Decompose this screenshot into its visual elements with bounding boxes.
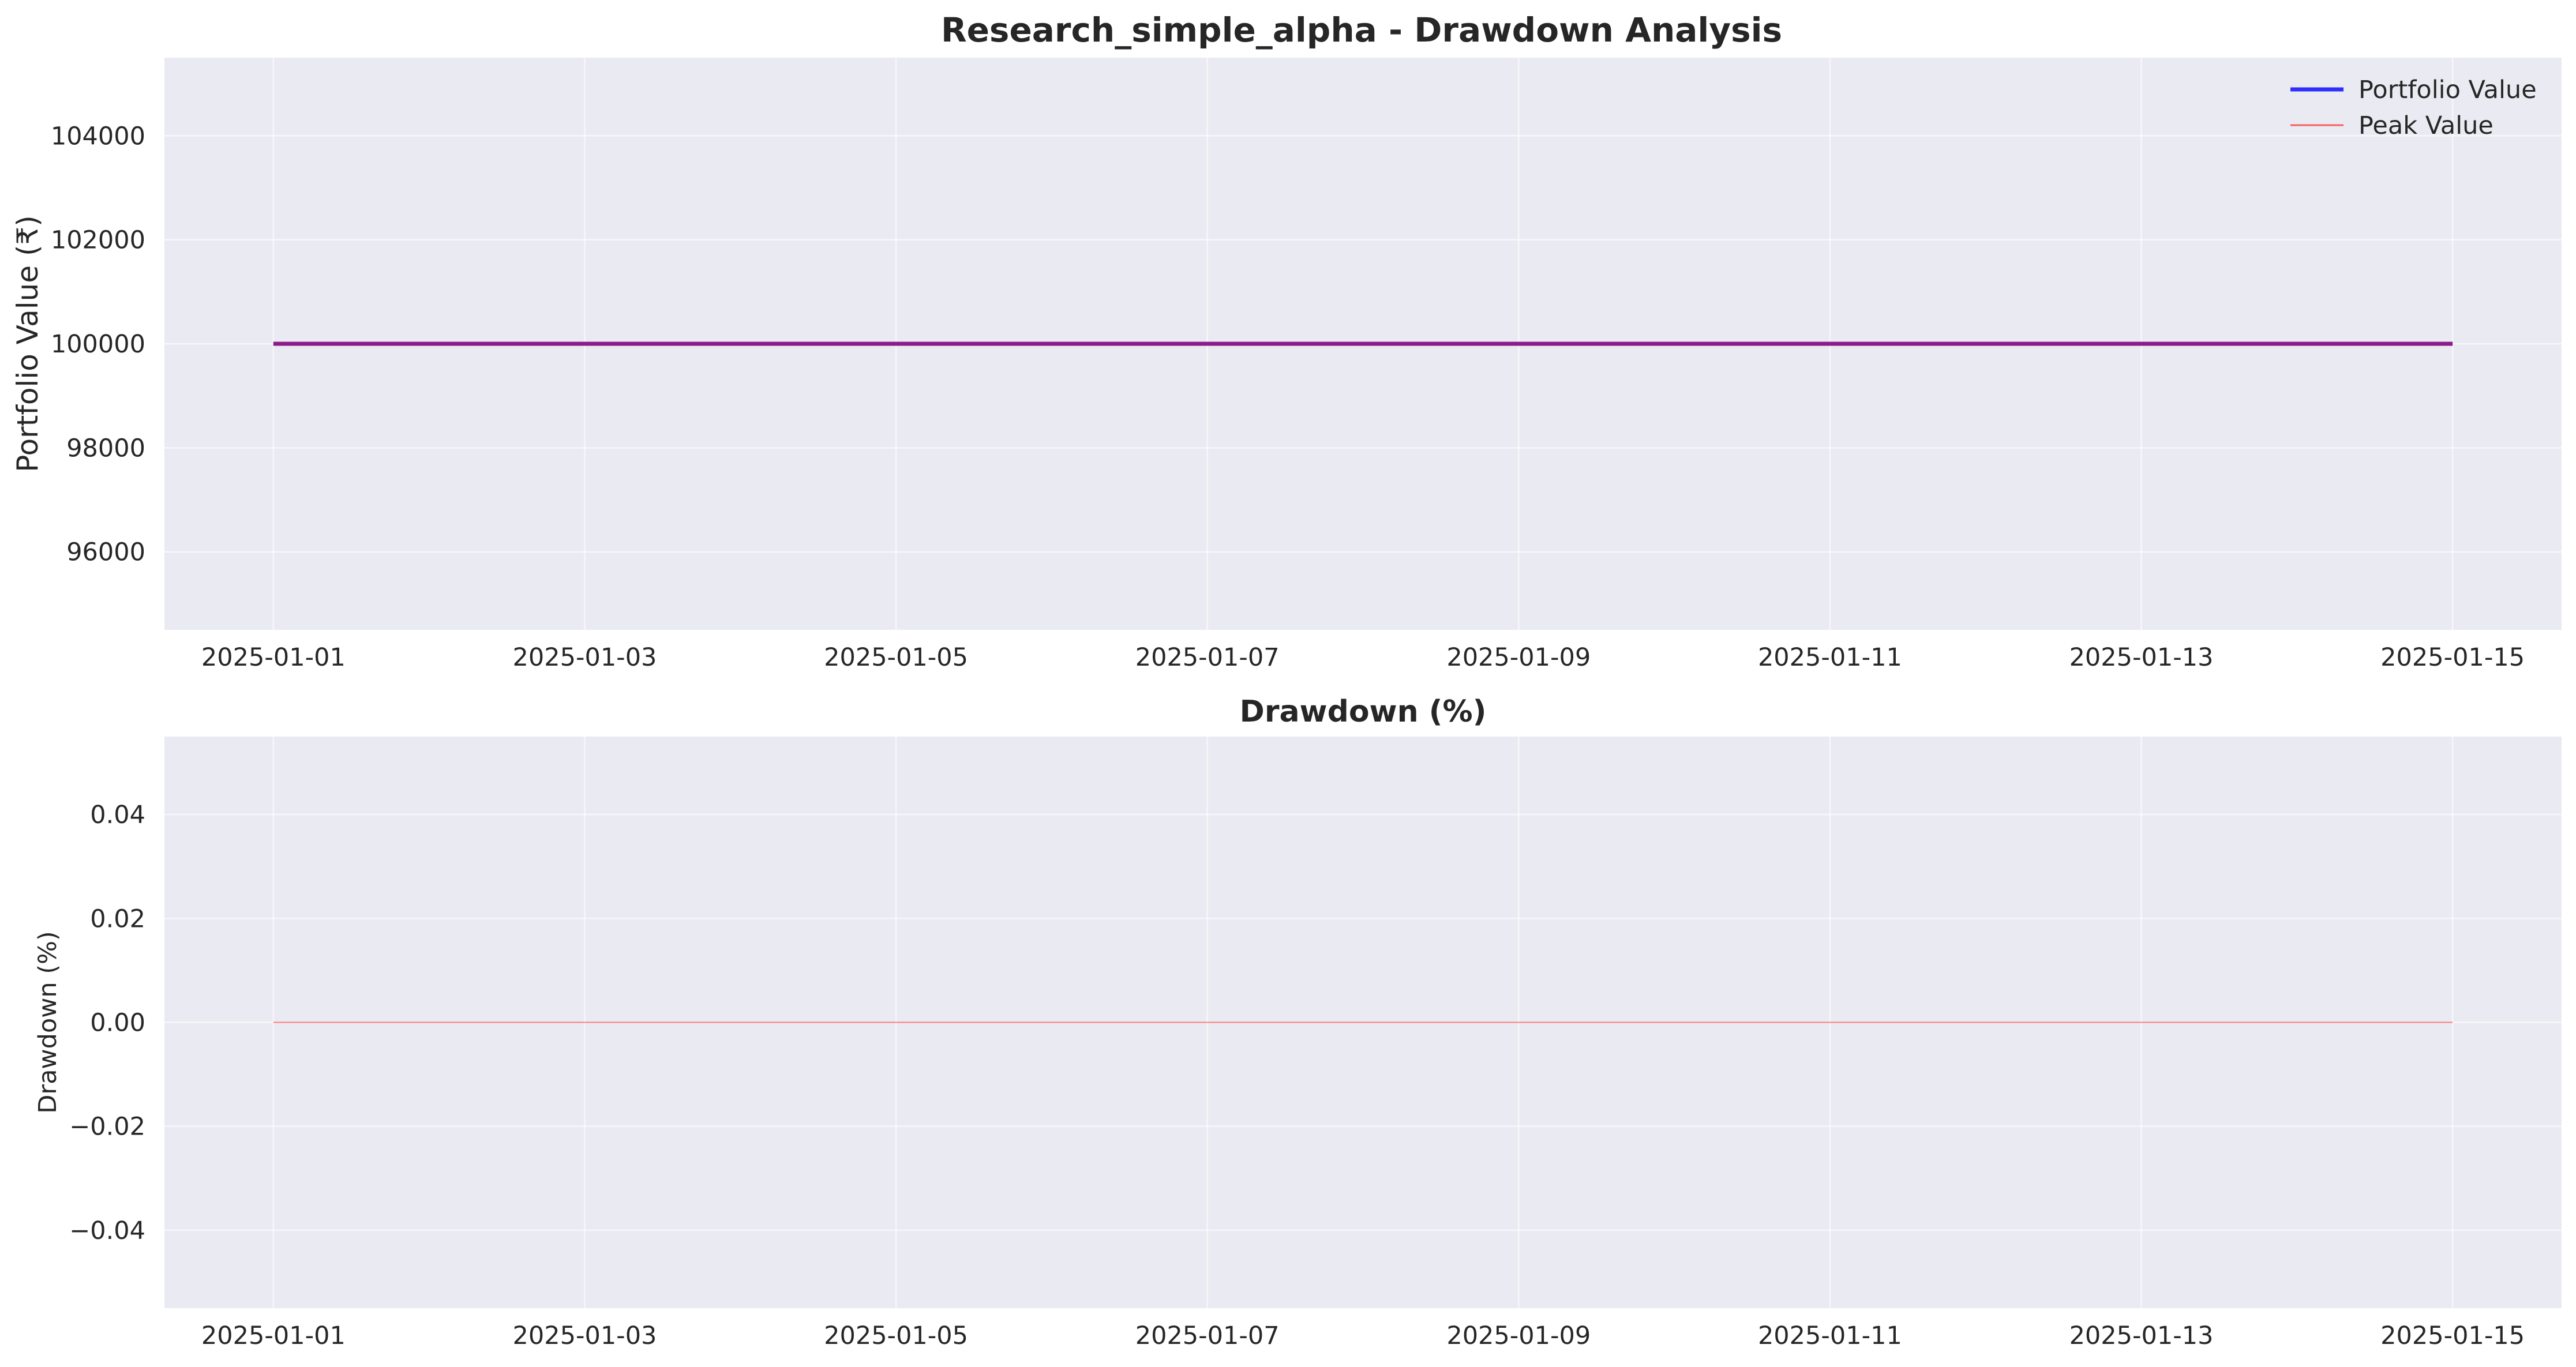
x-tick-label: 2025-01-15	[2380, 643, 2525, 672]
x-tick-label: 2025-01-15	[2380, 1321, 2525, 1350]
x-tick-label: 2025-01-13	[2069, 1321, 2214, 1350]
y-tick-label: 102000	[51, 226, 145, 255]
x-tick-label: 2025-01-03	[513, 1321, 657, 1350]
legend-label: Portfolio Value	[2358, 76, 2537, 104]
subplot-title: Drawdown (%)	[1240, 694, 1487, 729]
y-tick-label: 96000	[66, 538, 145, 567]
y-tick-label: 0.00	[90, 1009, 145, 1038]
y-tick-label: 98000	[66, 434, 145, 463]
drawdown-panel: 2025-01-01 2025-01-03 2025-01-05 2025-01-07…	[33, 694, 2562, 1350]
y-tick-label: 0.02	[90, 904, 145, 933]
x-tick-label: 2025-01-05	[824, 1321, 968, 1350]
x-tick-label: 2025-01-07	[1135, 643, 1280, 672]
y-tick-label: −0.04	[69, 1216, 145, 1245]
y-tick-label: 0.04	[90, 801, 145, 829]
y-tick-label: 104000	[51, 122, 145, 151]
x-tick-label: 2025-01-01	[201, 1321, 346, 1350]
x-tick-label: 2025-01-09	[1446, 1321, 1591, 1350]
x-tick-label: 2025-01-07	[1135, 1321, 1280, 1350]
y-axis-label: Drawdown (%)	[33, 931, 62, 1113]
x-tick-label: 2025-01-11	[1758, 643, 1902, 672]
x-tick-label: 2025-01-03	[513, 643, 657, 672]
y-axis-label: Portfolio Value (₹)	[11, 215, 44, 472]
x-tick-label: 2025-01-13	[2069, 643, 2214, 672]
x-tick-label: 2025-01-01	[201, 643, 346, 672]
x-tick-label: 2025-01-09	[1446, 643, 1591, 672]
x-tick-label: 2025-01-11	[1758, 1321, 1902, 1350]
y-tick-label: −0.02	[69, 1113, 145, 1141]
legend-label: Peak Value	[2358, 111, 2493, 140]
x-tick-label: 2025-01-05	[824, 643, 968, 672]
portfolio-value-panel: 2025-01-01 2025-01-03 2025-01-05 2025-01-07…	[11, 58, 2562, 672]
chart-title: Research_simple_alpha - Drawdown Analysi…	[941, 10, 1782, 50]
y-tick-label: 100000	[51, 330, 145, 359]
